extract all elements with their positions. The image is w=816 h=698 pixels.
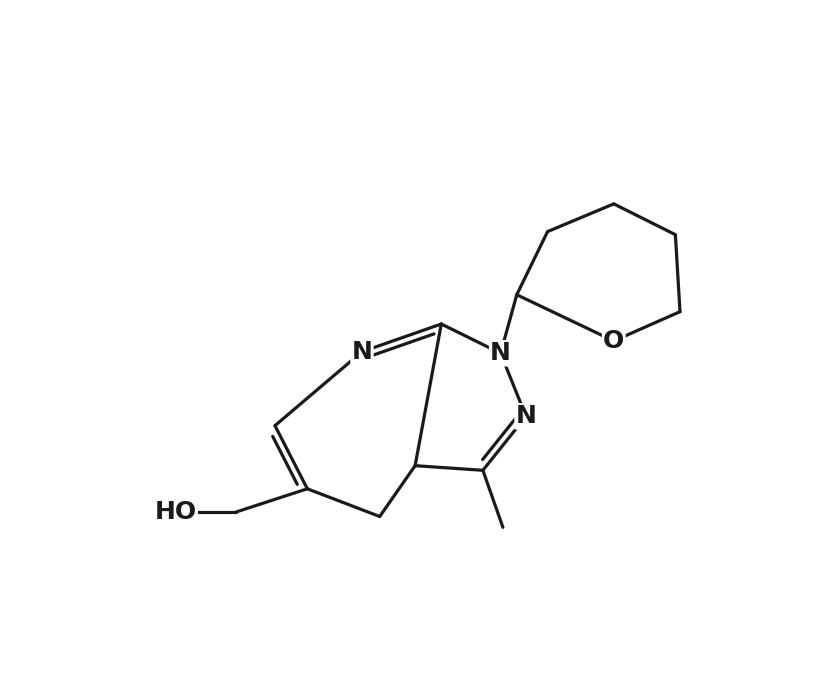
Text: N: N [516, 404, 536, 429]
Text: HO: HO [154, 500, 197, 524]
Text: N: N [352, 340, 372, 364]
Text: N: N [490, 341, 511, 365]
Text: O: O [603, 329, 624, 353]
